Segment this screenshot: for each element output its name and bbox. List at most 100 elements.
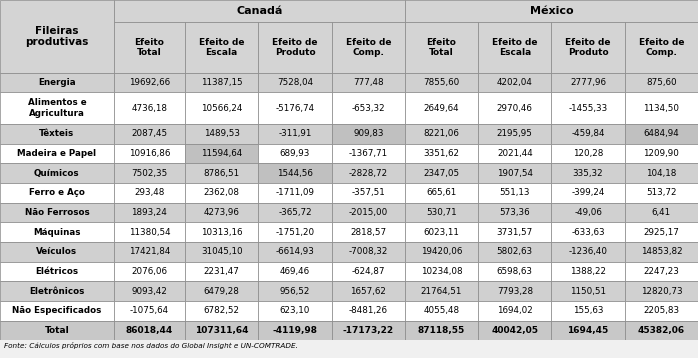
Text: 8221,06: 8221,06 bbox=[424, 129, 459, 138]
Bar bbox=[478, 281, 551, 301]
Bar bbox=[258, 262, 332, 281]
Bar bbox=[114, 321, 185, 340]
Text: 7502,35: 7502,35 bbox=[131, 169, 168, 178]
Bar bbox=[0, 321, 114, 340]
Text: 2087,45: 2087,45 bbox=[131, 129, 168, 138]
Bar bbox=[114, 163, 185, 183]
Text: 4055,48: 4055,48 bbox=[424, 306, 459, 315]
Bar bbox=[185, 222, 258, 242]
Bar bbox=[405, 281, 478, 301]
Bar bbox=[478, 222, 551, 242]
Bar bbox=[258, 301, 332, 321]
Text: -633,63: -633,63 bbox=[571, 228, 605, 237]
Bar bbox=[625, 183, 698, 203]
Bar bbox=[258, 183, 332, 203]
Text: 11594,64: 11594,64 bbox=[201, 149, 242, 158]
Text: 6479,28: 6479,28 bbox=[204, 287, 239, 296]
Bar bbox=[551, 92, 625, 124]
Text: -459,84: -459,84 bbox=[572, 129, 605, 138]
Text: 2205,83: 2205,83 bbox=[644, 306, 679, 315]
Text: 2362,08: 2362,08 bbox=[204, 188, 239, 197]
Text: 11387,15: 11387,15 bbox=[201, 78, 242, 87]
Text: 2970,46: 2970,46 bbox=[497, 104, 533, 113]
Text: Efeito de
Escala: Efeito de Escala bbox=[492, 38, 537, 57]
Text: 86018,44: 86018,44 bbox=[126, 326, 173, 335]
Bar bbox=[114, 262, 185, 281]
Text: 5802,63: 5802,63 bbox=[497, 247, 533, 256]
Text: -653,32: -653,32 bbox=[352, 104, 385, 113]
Text: 4273,96: 4273,96 bbox=[204, 208, 239, 217]
Text: 6598,63: 6598,63 bbox=[497, 267, 533, 276]
Bar bbox=[185, 281, 258, 301]
Bar bbox=[405, 144, 478, 163]
Text: 551,13: 551,13 bbox=[500, 188, 530, 197]
Bar bbox=[405, 124, 478, 144]
Text: 10313,16: 10313,16 bbox=[201, 228, 242, 237]
Text: 6,41: 6,41 bbox=[652, 208, 671, 217]
Bar bbox=[478, 321, 551, 340]
Bar bbox=[185, 124, 258, 144]
Bar bbox=[478, 144, 551, 163]
Bar bbox=[332, 262, 405, 281]
Text: 4736,18: 4736,18 bbox=[131, 104, 168, 113]
Text: Não Ferrosos: Não Ferrosos bbox=[24, 208, 89, 217]
Bar bbox=[114, 301, 185, 321]
Bar bbox=[258, 124, 332, 144]
Bar bbox=[332, 301, 405, 321]
Bar bbox=[258, 222, 332, 242]
Bar bbox=[0, 163, 114, 183]
Bar bbox=[332, 124, 405, 144]
Text: 1134,50: 1134,50 bbox=[644, 104, 679, 113]
Text: 2649,64: 2649,64 bbox=[424, 104, 459, 113]
Bar bbox=[478, 163, 551, 183]
Text: México: México bbox=[530, 6, 573, 16]
Text: -1236,40: -1236,40 bbox=[569, 247, 607, 256]
Bar bbox=[185, 163, 258, 183]
Bar bbox=[258, 144, 332, 163]
Text: -4119,98: -4119,98 bbox=[272, 326, 318, 335]
Bar bbox=[0, 301, 114, 321]
Text: 7793,28: 7793,28 bbox=[497, 287, 533, 296]
Bar bbox=[551, 321, 625, 340]
Bar bbox=[0, 73, 114, 92]
Text: -624,87: -624,87 bbox=[352, 267, 385, 276]
Bar bbox=[551, 183, 625, 203]
Bar bbox=[551, 281, 625, 301]
Bar bbox=[258, 92, 332, 124]
Text: 665,61: 665,61 bbox=[426, 188, 456, 197]
Text: 4202,04: 4202,04 bbox=[497, 78, 533, 87]
Bar bbox=[478, 73, 551, 92]
Bar bbox=[332, 321, 405, 340]
Text: 10566,24: 10566,24 bbox=[201, 104, 242, 113]
Bar bbox=[0, 92, 114, 124]
Text: 689,93: 689,93 bbox=[280, 149, 310, 158]
Text: 45382,06: 45382,06 bbox=[638, 326, 685, 335]
Bar bbox=[478, 21, 551, 73]
Text: Canadá: Canadá bbox=[236, 6, 283, 16]
Text: Veículos: Veículos bbox=[36, 247, 77, 256]
Bar bbox=[114, 183, 185, 203]
Bar bbox=[185, 242, 258, 262]
Bar bbox=[114, 222, 185, 242]
Bar bbox=[114, 0, 405, 21]
Text: 1893,24: 1893,24 bbox=[131, 208, 168, 217]
Text: 10234,08: 10234,08 bbox=[421, 267, 462, 276]
Text: 11380,54: 11380,54 bbox=[128, 228, 170, 237]
Text: Alimentos e
Agricultura: Alimentos e Agricultura bbox=[27, 98, 86, 118]
Text: 335,32: 335,32 bbox=[573, 169, 603, 178]
Bar bbox=[0, 242, 114, 262]
Bar bbox=[258, 242, 332, 262]
Text: 1489,53: 1489,53 bbox=[204, 129, 239, 138]
Bar bbox=[114, 73, 185, 92]
Bar bbox=[185, 321, 258, 340]
Text: Efeito de
Comp.: Efeito de Comp. bbox=[639, 38, 684, 57]
Text: -357,51: -357,51 bbox=[351, 188, 385, 197]
Bar bbox=[405, 21, 478, 73]
Bar bbox=[114, 203, 185, 222]
Bar bbox=[114, 21, 185, 73]
Bar bbox=[0, 262, 114, 281]
Text: Efeito
Total: Efeito Total bbox=[426, 38, 456, 57]
Bar bbox=[114, 92, 185, 124]
Bar bbox=[185, 92, 258, 124]
Bar bbox=[625, 203, 698, 222]
